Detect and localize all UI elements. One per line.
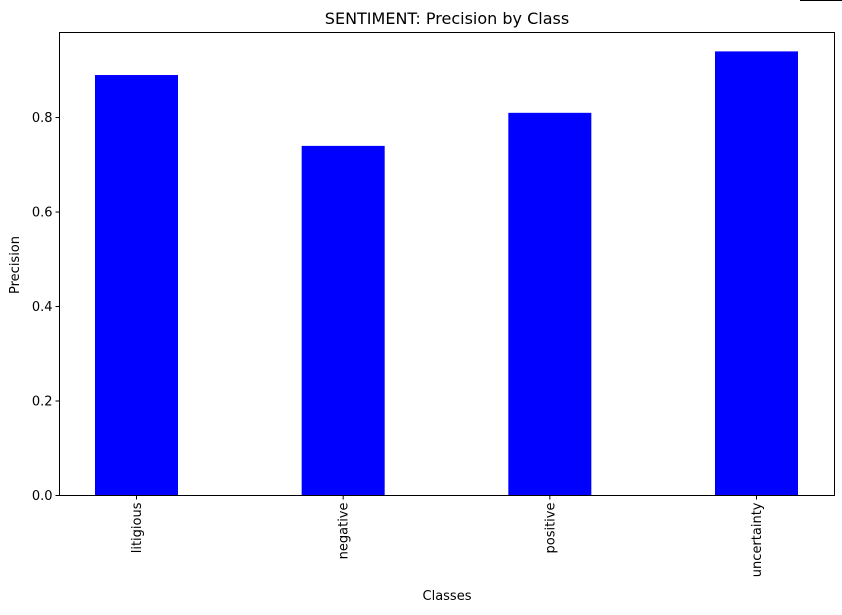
corner-mark — [800, 0, 842, 1]
bar-uncertainty — [715, 51, 798, 496]
x-tick-label-negative: negative — [337, 503, 352, 560]
y-tick-label: 0.0 — [32, 489, 53, 504]
bars-group — [95, 51, 798, 496]
bar-positive — [508, 112, 592, 496]
chart-title: SENTIMENT: Precision by Class — [325, 9, 569, 28]
y-axis-label: Precision — [8, 236, 23, 294]
x-tick-label-positive: positive — [543, 503, 558, 554]
y-tick-label: 0.8 — [32, 111, 53, 126]
x-tick-label-litigious: litigious — [130, 502, 145, 553]
x-axis: litigious negative positive uncertainty — [130, 495, 765, 577]
y-tick-label: 0.4 — [32, 300, 53, 315]
bar-litigious — [95, 75, 178, 496]
bar-negative — [301, 145, 385, 496]
y-tick-label: 0.2 — [32, 395, 53, 410]
plot-frame — [59, 32, 835, 496]
x-tick-label-uncertainty: uncertainty — [750, 502, 765, 577]
y-axis: 0.0 0.2 0.4 0.6 0.8 — [32, 111, 60, 504]
y-tick-label: 0.6 — [32, 206, 53, 221]
x-axis-label: Classes — [423, 589, 472, 604]
